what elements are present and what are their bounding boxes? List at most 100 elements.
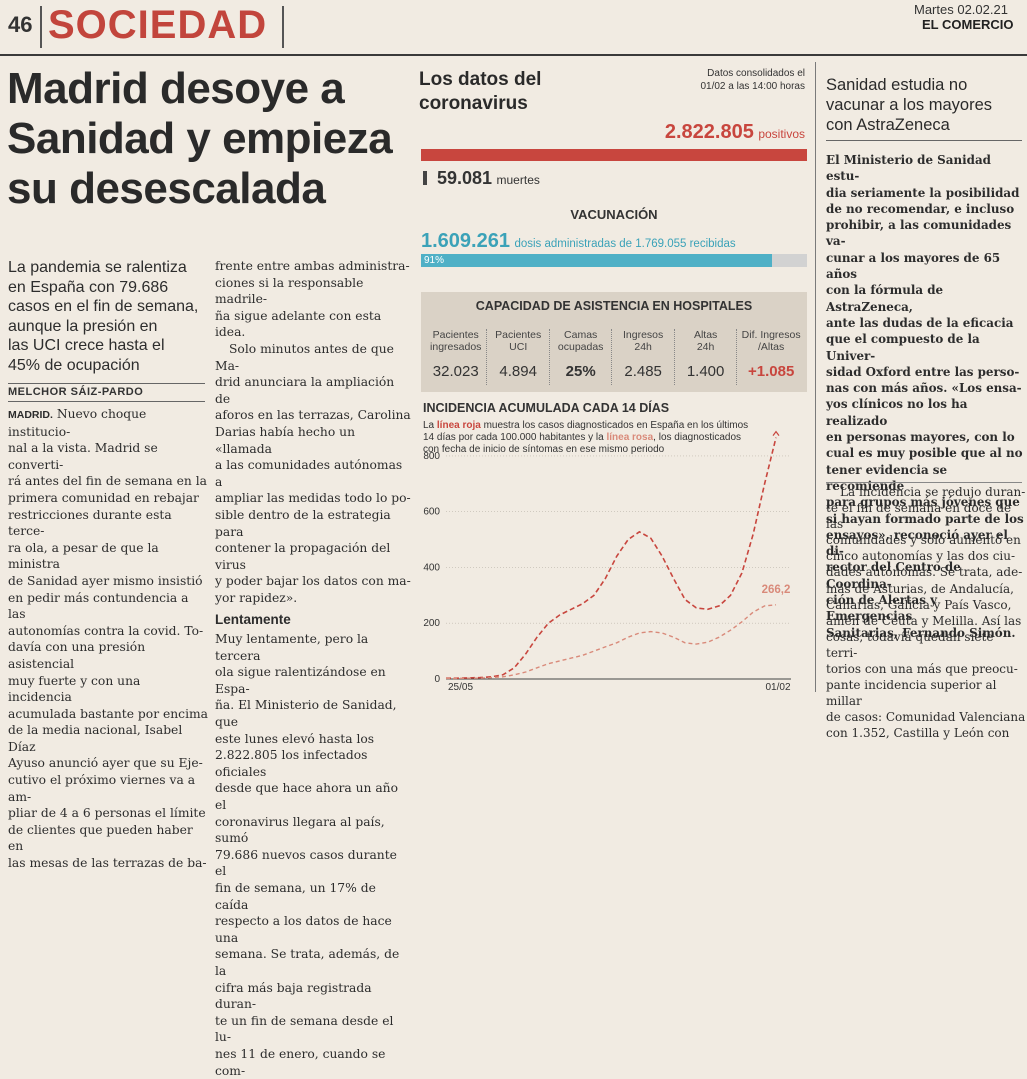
dek-line: en España con 79.686 bbox=[8, 278, 169, 296]
desc-text: , los diagnosticados bbox=[653, 432, 742, 443]
body-line: primera comunidad en rebajar bbox=[8, 490, 199, 505]
masthead-divider-2 bbox=[282, 6, 284, 48]
body-line: pliar de 4 a 6 personas el límite bbox=[8, 806, 206, 821]
body-line: torios con una más que preocu- bbox=[826, 662, 1018, 677]
hospital-col: Altas 24h 1.400 bbox=[675, 329, 738, 385]
sidebar-rule-2 bbox=[826, 482, 1022, 483]
label-line: ocupadas bbox=[557, 341, 604, 353]
hospital-col: Pacientes ingresados 32.023 bbox=[425, 329, 488, 385]
label-line: 24h bbox=[634, 341, 652, 353]
hospital-value: 32.023 bbox=[432, 363, 479, 380]
dek-line: 45% de ocupación bbox=[8, 356, 140, 374]
byline-rule bbox=[8, 383, 205, 384]
body-line: semana. Se trata, además, de la bbox=[215, 947, 400, 978]
body-line: ña. El Ministerio de Sanidad, que bbox=[215, 698, 397, 730]
byline: MELCHOR SÁIZ-PARDO bbox=[8, 386, 144, 398]
body-line: cosas, todavía quedan siete terri- bbox=[826, 629, 994, 660]
lead-line: ensayos», reconoció ayer el di- bbox=[826, 527, 1008, 559]
incidence-desc: La línea roja muestra los casos diagnost… bbox=[423, 420, 773, 456]
body-line: contener la propagación del virus bbox=[215, 541, 391, 572]
lead-line: nas con más años. «Los ensa- bbox=[826, 381, 1022, 396]
series-line-red bbox=[446, 437, 777, 679]
positivos-bar bbox=[421, 149, 807, 161]
label-line: Dif. Ingresos bbox=[741, 329, 801, 341]
label-line: 24h bbox=[696, 341, 715, 353]
desc-red: línea roja bbox=[436, 420, 481, 431]
hospital-value: 1.400 bbox=[686, 363, 725, 380]
body-line: y poder bajar los datos con ma- bbox=[215, 574, 411, 589]
positivos-label: positivos bbox=[758, 127, 805, 141]
lead-line: prohibir, a las comunidades va- bbox=[826, 218, 1012, 249]
dosis-pct: 91% bbox=[424, 255, 445, 266]
page-number: 46 bbox=[8, 12, 33, 37]
headline-line: Madrid desoye a bbox=[7, 64, 345, 113]
masthead-rule bbox=[0, 54, 1027, 56]
lead-line: que el compuesto de la Univer- bbox=[826, 332, 980, 363]
hospital-value: 4.894 bbox=[499, 363, 537, 380]
label-line: Altas bbox=[693, 329, 718, 341]
body-line: en pedir más contundencia a las bbox=[8, 590, 189, 622]
body-line: 79.686 nuevos casos durante el bbox=[215, 847, 397, 879]
sidebar-body: La incidencia se redujo duran- te el fin… bbox=[826, 484, 1026, 742]
body-line: Canarias, Galicia y País Vasco, bbox=[826, 597, 1012, 612]
dek-line: aunque la presión en bbox=[8, 317, 158, 335]
dosis-bar bbox=[421, 254, 772, 267]
masthead-divider bbox=[40, 6, 42, 48]
lead-line: si hayan formado parte de los bbox=[826, 511, 1024, 526]
hospital-label: Pacientes UCI bbox=[487, 329, 548, 353]
body-line: pante incidencia superior al millar bbox=[826, 678, 997, 709]
hospital-label: Pacientes ingresados bbox=[425, 329, 486, 353]
body-line: Ayuso anunció ayer que su Eje- bbox=[8, 756, 203, 771]
label-line: Pacientes bbox=[432, 329, 479, 341]
body-line: nal a la vista. Madrid se converti- bbox=[8, 441, 158, 472]
hospital-value: 25% bbox=[565, 363, 596, 380]
y-tick-label: 800 bbox=[423, 451, 440, 462]
muertes-bar bbox=[423, 171, 427, 185]
peak-marker bbox=[772, 430, 780, 436]
desc-text: La bbox=[423, 420, 437, 431]
body-line: ña sigue adelante con esta idea. bbox=[215, 308, 382, 340]
body-line: ra ola, a pesar de que la ministra bbox=[8, 540, 159, 572]
headline-line: su desescalada bbox=[7, 164, 326, 213]
label-line: Camas bbox=[564, 329, 598, 341]
body-line: te el fin de semana en doce de las bbox=[826, 501, 1012, 532]
hospital-band bbox=[421, 292, 807, 392]
body-line: aforos en las terrazas, Carolina bbox=[215, 408, 411, 423]
lead-line: Sanitarias, Fernando Simón. bbox=[826, 625, 1016, 640]
body-line: este lunes elevó hasta los bbox=[215, 731, 375, 746]
vacunacion-title: VACUNACIÓN bbox=[570, 207, 658, 222]
body-line: fin de semana, un 17% de caída bbox=[215, 880, 376, 912]
lead-line: El Ministerio de Sanidad estu- bbox=[826, 153, 991, 184]
lead-line: sidad Oxford entre las perso- bbox=[826, 364, 1020, 379]
body-line: acumulada bastante por encima bbox=[8, 706, 208, 721]
hospital-value: 2.485 bbox=[624, 363, 662, 380]
label-line: /Altas bbox=[758, 341, 785, 353]
lead-line: con la fórmula de AstraZeneca, bbox=[826, 283, 944, 314]
dek-line: casos en el fin de semana, bbox=[8, 298, 199, 315]
body-line: Muy lentamente, pero la tercera bbox=[215, 632, 369, 663]
body-line: dades autónomas. Se trata, ade- bbox=[826, 565, 1023, 580]
body-line: davía con una presión asistencial bbox=[8, 640, 146, 671]
infographic-title-line: coronavirus bbox=[419, 93, 528, 114]
body-line: nes 11 de enero, cuando se com- bbox=[215, 1046, 386, 1078]
body-line: Nuevo choque institucio- bbox=[8, 407, 147, 439]
body-line: 2.822.805 los infectados oficiales bbox=[215, 748, 368, 779]
hospital-label: Dif. Ingresos/Altas bbox=[737, 329, 805, 353]
body-line: autonomías contra la covid. To- bbox=[8, 623, 204, 638]
sidebar-headline: Sanidad estudia no vacunar a los mayores… bbox=[826, 75, 992, 135]
lead-line: en personas mayores, con lo bbox=[826, 430, 1015, 445]
note-line: 01/02 a las 14:00 horas bbox=[700, 80, 805, 92]
body-line: muy fuerte y con una incidencia bbox=[8, 673, 141, 705]
body-line: yor rapidez». bbox=[215, 590, 298, 605]
series-line-pink bbox=[446, 604, 777, 680]
paper-name: EL COMERCIO bbox=[922, 17, 1014, 32]
lead-line: ción de Alertas y Emergencias bbox=[826, 593, 938, 624]
dek-line: las UCI crece hasta el bbox=[8, 337, 165, 354]
label-line: Ingresos bbox=[623, 329, 664, 341]
hospital-col: Camas ocupadas 25% bbox=[550, 329, 613, 385]
date-label: Martes 02.02.21 bbox=[914, 2, 1008, 17]
dosis-value: 1.609.261 bbox=[421, 230, 510, 252]
body-line: desde que hace ahora un año el bbox=[215, 781, 398, 812]
infographic-title: Los datos del coronavirus bbox=[419, 68, 541, 116]
body-line: ciones si la responsable madrile- bbox=[215, 275, 364, 307]
